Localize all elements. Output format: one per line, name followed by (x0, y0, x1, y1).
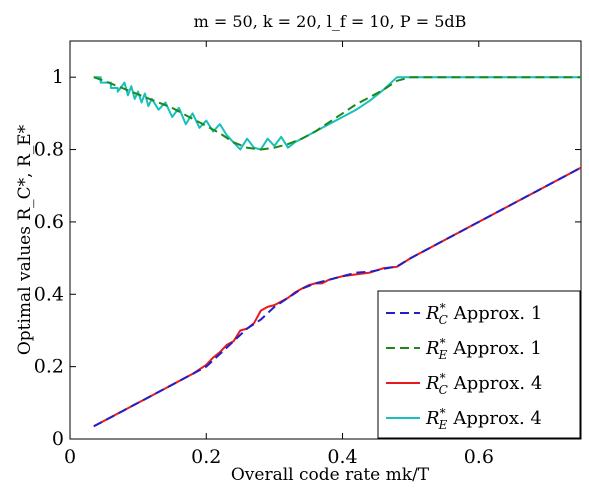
legend-label: R* E Approx. 1 (425, 336, 542, 362)
legend-label: R* C Approx. 4 (425, 371, 542, 397)
y-tick-label: 0.6 (34, 211, 64, 233)
x-tick-label: 0 (64, 446, 76, 468)
axis-ticks: 0 0.2 0.4 0.6 0 0.2 0.4 0.6 0.8 1 (34, 41, 581, 468)
x-tick-label: 0.2 (191, 446, 221, 468)
y-tick-label: 0.2 (34, 356, 64, 378)
x-axis-label: Overall code rate mk/T (231, 465, 430, 485)
y-tick-label: 0.4 (34, 283, 64, 305)
y-tick-label: 0 (52, 428, 64, 450)
y-axis-label: Optimal values R_C*, R_E* (15, 124, 35, 355)
y-tick-label: 1 (52, 66, 64, 88)
plot-frame (69, 40, 582, 440)
y-tick-label: 0.8 (34, 139, 64, 161)
series-line-3 (93, 76, 581, 151)
x-tick-label: 0.6 (464, 446, 494, 468)
chart-title: m = 50, k = 20, l_f = 10, P = 5dB (194, 12, 467, 31)
legend-label: R* E Approx. 4 (425, 406, 542, 432)
legend: R* C Approx. 1 R* E Approx. 1 R* C Approx. 4 R* E A… (377, 290, 581, 439)
legend-box (377, 290, 581, 439)
x-tick-label: 0.4 (327, 446, 357, 468)
series-line-1 (93, 76, 581, 151)
legend-label: R* C Approx. 1 (425, 301, 542, 327)
series-layer (93, 76, 582, 428)
